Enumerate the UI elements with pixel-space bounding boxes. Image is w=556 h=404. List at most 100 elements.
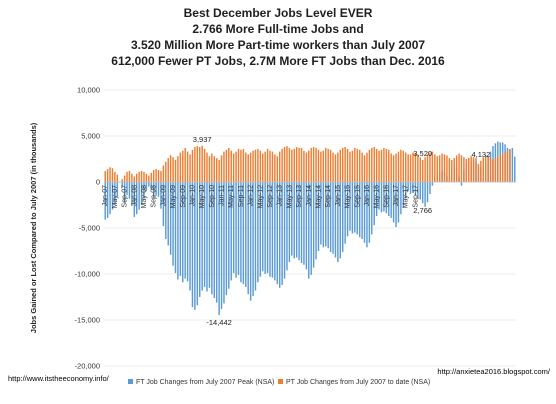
- ft-bar: [407, 182, 409, 192]
- pt-bar: [106, 169, 109, 182]
- ft-bar: [334, 182, 337, 258]
- x-tick-label: Jan-10: [190, 185, 197, 207]
- ft-bar: [371, 182, 373, 235]
- ft-bar: [223, 182, 225, 304]
- ft-bar: [511, 147, 514, 182]
- pt-bar: [104, 170, 106, 182]
- ft-bar: [191, 182, 194, 308]
- pt-bar: [325, 147, 327, 182]
- ft-bar: [157, 182, 160, 197]
- ft-bar: [424, 182, 426, 207]
- pt-bar: [388, 149, 390, 182]
- ft-bar: [295, 182, 298, 258]
- pt-bar: [298, 147, 300, 182]
- pt-bar: [380, 149, 383, 182]
- ft-bar: [208, 182, 211, 288]
- pt-bar: [194, 147, 196, 182]
- data-label: 3,520: [413, 149, 432, 158]
- ft-bar: [169, 182, 172, 255]
- pt-bar: [441, 153, 443, 182]
- pt-bar: [191, 149, 194, 182]
- ft-bar: [315, 182, 317, 260]
- ft-bar: [184, 182, 186, 279]
- ft-bar: [339, 182, 342, 259]
- ft-bar: [257, 182, 259, 283]
- x-tick-label: May-08: [141, 185, 148, 208]
- pt-bar: [484, 155, 487, 182]
- ft-bar: [266, 182, 269, 274]
- ft-bar: [363, 182, 366, 243]
- ft-bar: [431, 182, 434, 186]
- pt-bar: [414, 153, 417, 182]
- ft-bar: [249, 182, 252, 301]
- pt-bar: [426, 154, 429, 182]
- ft-bar: [128, 182, 131, 199]
- ft-bar: [385, 182, 388, 214]
- pt-bar: [475, 158, 477, 182]
- pt-bar: [494, 158, 497, 182]
- pt-bar: [358, 149, 361, 182]
- pt-bar: [361, 152, 363, 182]
- pt-bar: [305, 152, 308, 182]
- y-tick-label: 5,000: [81, 132, 100, 141]
- pt-bar: [186, 151, 189, 182]
- pt-bar: [155, 169, 157, 182]
- pt-bar: [460, 155, 463, 182]
- pt-bar: [152, 170, 155, 182]
- pt-bar: [351, 150, 354, 182]
- x-tick-label: Sep-09: [180, 185, 187, 208]
- pt-bar: [150, 172, 152, 182]
- chart-title-line-1: Best December Jobs Level EVER: [183, 6, 373, 20]
- pt-bar: [114, 171, 116, 182]
- y-tick-label: -5,000: [79, 224, 100, 233]
- ft-bar: [344, 182, 346, 244]
- ft-bar: [106, 182, 109, 218]
- pt-bar: [492, 159, 494, 182]
- x-tick-label: Sep-07: [122, 185, 129, 208]
- ft-bar: [397, 182, 400, 223]
- pt-bar: [172, 157, 174, 182]
- pt-bar: [392, 155, 395, 182]
- pt-bar: [133, 176, 136, 182]
- ft-bar: [172, 182, 174, 266]
- x-tick-label: May-11: [228, 185, 235, 208]
- pt-bar: [378, 150, 380, 182]
- pt-bar: [135, 173, 138, 182]
- pt-bar: [390, 153, 392, 182]
- pt-bar: [189, 154, 191, 182]
- x-tick-label: Sep-11: [238, 185, 245, 207]
- pt-bar: [424, 157, 426, 182]
- pt-bar: [228, 147, 230, 182]
- pt-bar: [385, 148, 388, 182]
- pt-bar: [252, 150, 254, 182]
- ft-bar: [354, 182, 356, 233]
- ft-bar: [177, 182, 179, 280]
- pt-bar: [138, 171, 140, 182]
- pt-bar: [436, 156, 438, 182]
- ft-bar: [429, 182, 431, 194]
- pt-bar: [421, 159, 424, 182]
- pt-bar: [203, 148, 206, 182]
- pt-bar: [322, 150, 325, 182]
- y-tick-label: -15,000: [75, 316, 100, 325]
- ft-bar: [312, 182, 315, 268]
- pt-bar: [235, 151, 237, 182]
- ft-bar: [220, 182, 223, 309]
- legend-swatch-pt: [278, 379, 283, 384]
- ft-bar: [356, 182, 358, 235]
- pt-bar: [489, 158, 492, 182]
- ft-bar: [412, 182, 414, 194]
- pt-bar: [254, 149, 257, 182]
- pt-bar: [371, 147, 373, 182]
- pt-bar: [504, 152, 506, 182]
- pt-bar: [487, 156, 489, 182]
- ft-bar: [514, 156, 516, 182]
- pt-bar: [286, 146, 288, 182]
- pt-bar: [291, 149, 293, 182]
- pt-bar: [409, 154, 412, 182]
- pt-bar: [477, 163, 480, 182]
- pt-bar: [165, 161, 167, 182]
- pt-bar: [344, 147, 346, 182]
- pt-bar: [269, 150, 271, 182]
- ft-bar: [305, 182, 308, 270]
